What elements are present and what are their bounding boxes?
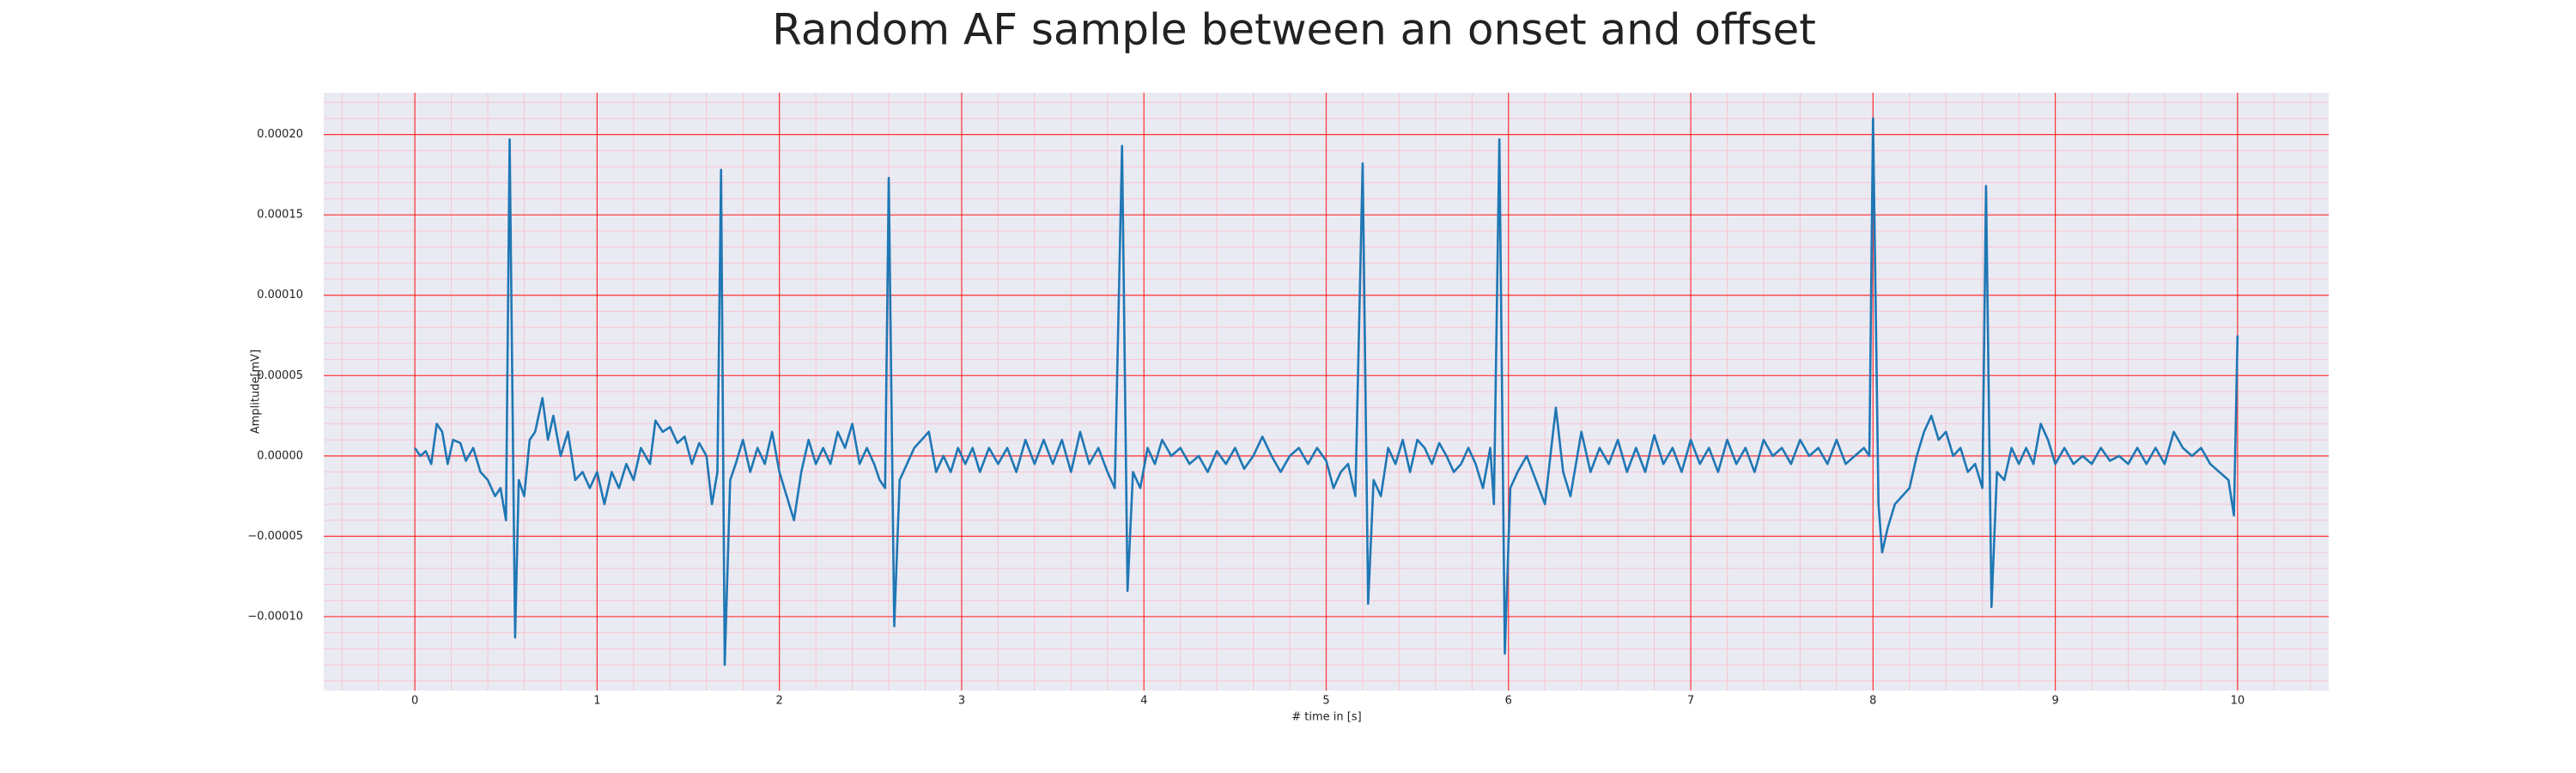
y-tick-label: 0.00015: [257, 209, 303, 222]
x-tick-label: 9: [2051, 695, 2058, 708]
x-tick-label: 0: [411, 695, 418, 708]
x-tick-label: 3: [958, 695, 965, 708]
x-tick-label: 1: [593, 695, 600, 708]
y-axis-label: Amplitude[mV]: [250, 350, 263, 434]
y-tick-label: 0.00005: [257, 369, 303, 382]
x-tick-label: 7: [1687, 695, 1694, 708]
y-tick-label: 0.00010: [257, 289, 303, 301]
x-tick-label: 2: [776, 695, 783, 708]
x-tick-label: 10: [2231, 695, 2245, 708]
y-tick-label: 0.00000: [257, 449, 303, 462]
x-tick-label: 8: [1869, 695, 1876, 708]
x-axis-label: # time in [s]: [1291, 711, 1361, 724]
ecg-line: [414, 117, 2239, 666]
x-tick-label: 6: [1505, 695, 1512, 708]
chart-title: Random AF sample between an onset and of…: [772, 5, 1816, 55]
x-tick-label: 4: [1140, 695, 1147, 708]
y-tick-label: −0.00010: [247, 610, 303, 623]
y-tick-label: −0.00005: [247, 530, 303, 543]
y-tick-label: 0.00020: [257, 128, 303, 141]
x-tick-label: 5: [1322, 695, 1329, 708]
